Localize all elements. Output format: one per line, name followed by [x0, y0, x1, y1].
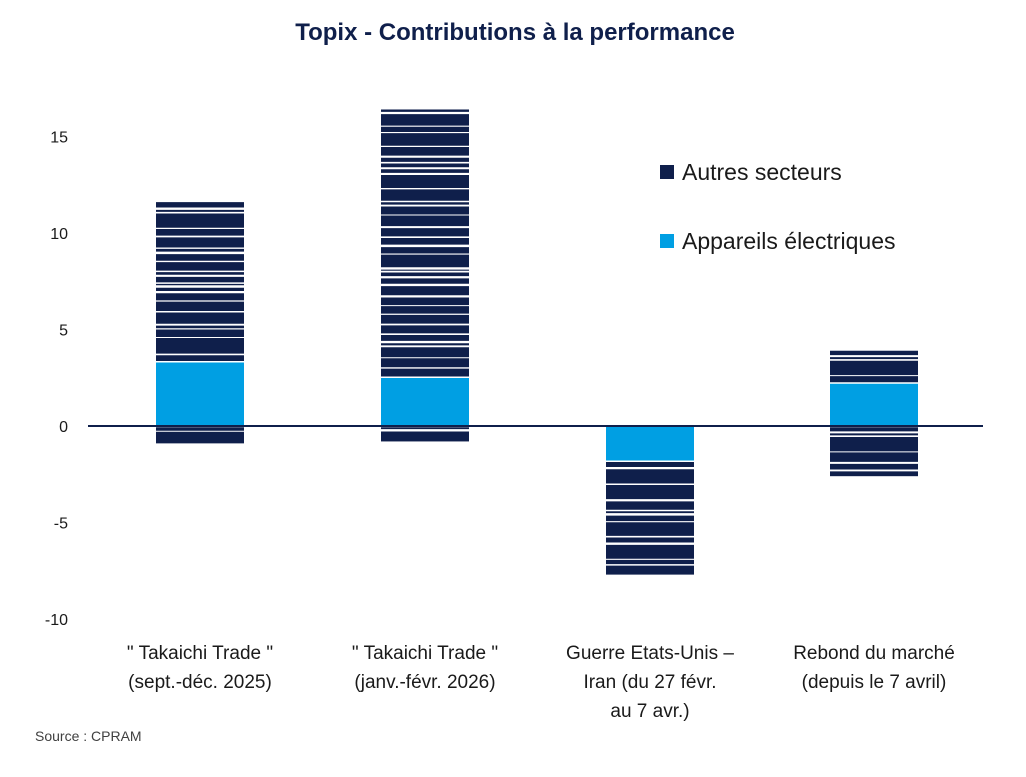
category-label: Rebond du marché (depuis le 7 avril)	[793, 643, 955, 693]
bar-segment-appareils-electriques	[830, 383, 918, 426]
legend-swatch	[660, 165, 674, 179]
legend-label: Autres secteurs	[682, 159, 842, 185]
category-label-line: " Takaichi Trade "	[127, 643, 273, 664]
category-label-line: au 7 avr.)	[610, 701, 689, 722]
category-label-line: Guerre Etats-Unis –	[566, 643, 734, 664]
y-tick-label: 10	[50, 226, 68, 243]
bar-segment-autres-secteurs	[156, 427, 244, 444]
category-label-line: Iran (du 27 févr.	[583, 672, 716, 693]
legend: Autres secteurs Appareils électriques	[660, 159, 896, 254]
x-axis-labels: " Takaichi Trade " (sept.-déc. 2025) " Ta…	[127, 643, 955, 722]
y-tick-label: 15	[50, 130, 68, 147]
y-axis: 15 10 5 0 -5 -10	[45, 130, 68, 630]
category-label-line: Rebond du marché	[793, 643, 955, 664]
bar-segment-autres-secteurs	[381, 109, 469, 377]
category-label: Guerre Etats-Unis – Iran (du 27 févr. au 7…	[566, 643, 734, 722]
category-label-line: " Takaichi Trade "	[352, 643, 498, 664]
bar-segment-appareils-electriques	[381, 377, 469, 426]
category-label-line: (depuis le 7 avril)	[802, 672, 947, 693]
source-note: Source : CPRAM	[35, 728, 142, 744]
bar-segment-autres-secteurs	[606, 461, 694, 575]
bar-segment-appareils-electriques	[606, 426, 694, 461]
category-label-line: (sept.-déc. 2025)	[128, 672, 272, 693]
legend-label: Appareils électriques	[682, 228, 896, 254]
category-label-line: (janv.-févr. 2026)	[354, 672, 495, 693]
y-tick-label: 0	[59, 419, 68, 436]
category-label: " Takaichi Trade " (sept.-déc. 2025)	[127, 643, 273, 693]
y-tick-label: 5	[59, 323, 68, 340]
legend-swatch	[660, 234, 674, 248]
bar-segment-appareils-electriques	[156, 362, 244, 426]
chart-title: Topix - Contributions à la performance	[295, 19, 735, 46]
category-label: " Takaichi Trade " (janv.-févr. 2026)	[352, 643, 498, 693]
bars	[156, 109, 918, 575]
y-tick-label: -10	[45, 612, 68, 629]
y-tick-label: -5	[54, 516, 68, 533]
